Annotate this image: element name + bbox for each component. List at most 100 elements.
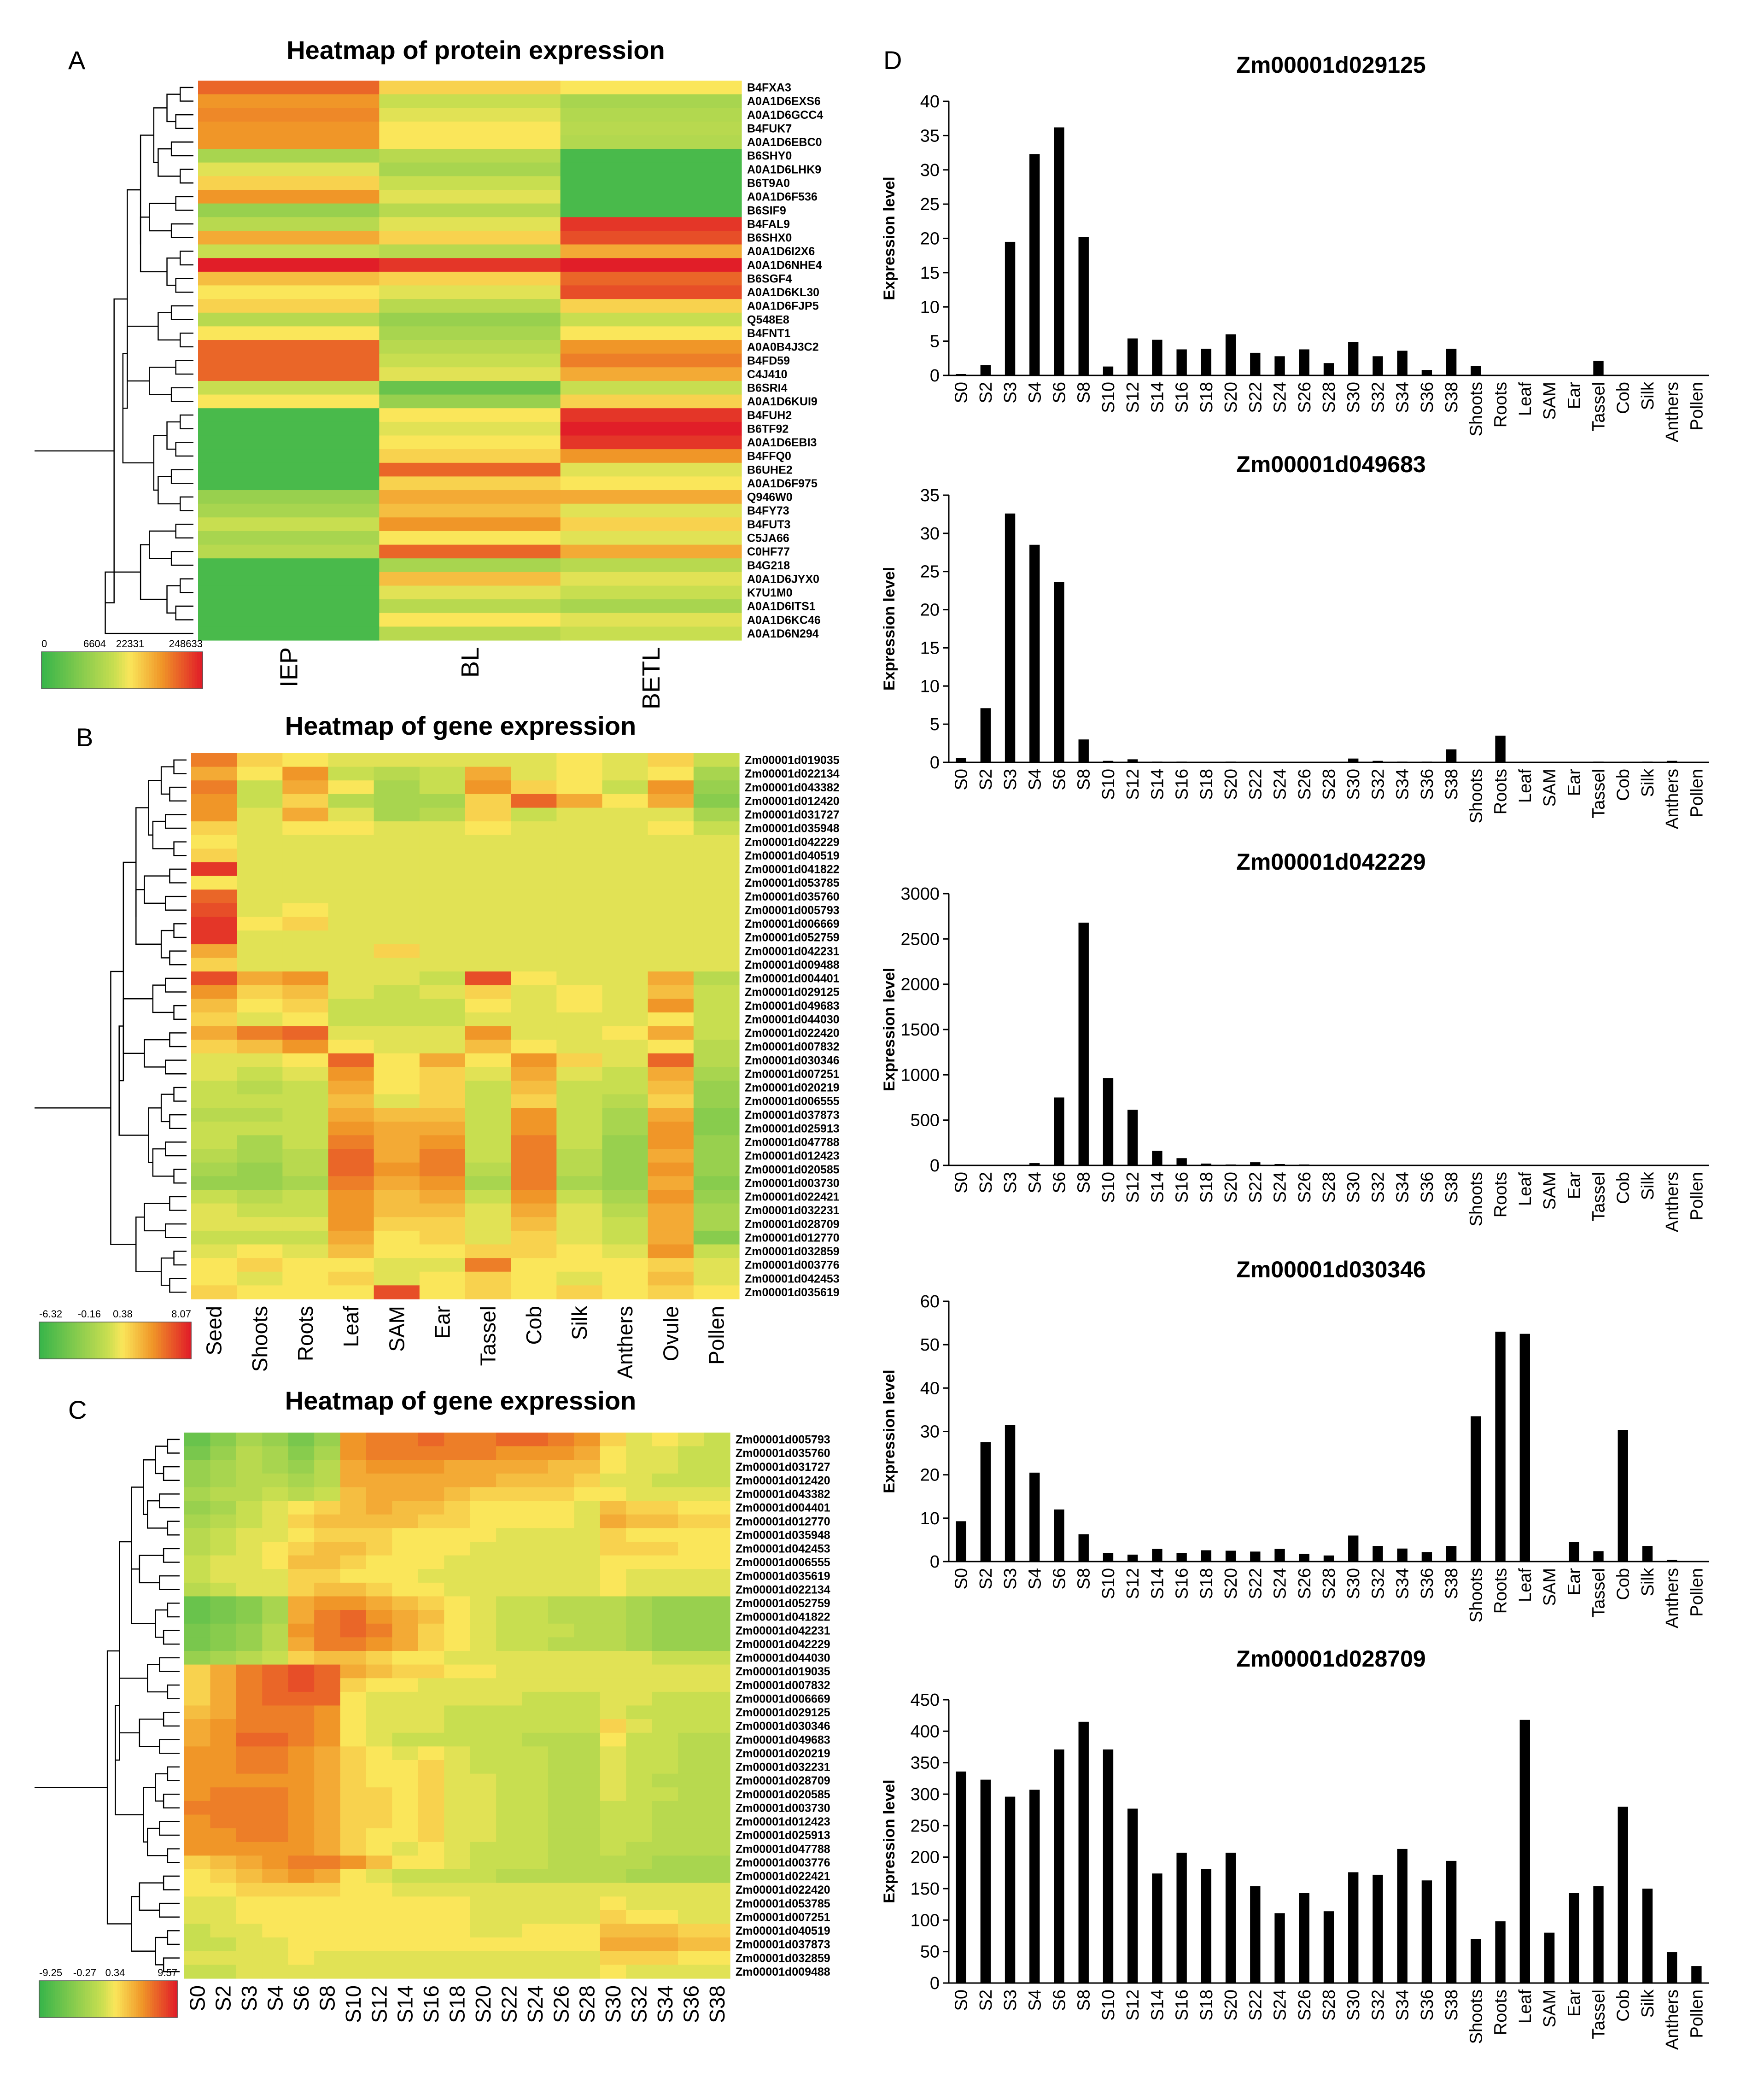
heatmap-cell: [574, 1896, 601, 1911]
heatmap-cell: [548, 1555, 575, 1569]
heatmap-cell: [340, 1582, 367, 1597]
dendrogram-branch: [152, 984, 174, 1013]
heatmap-cell: [648, 1067, 694, 1081]
heatmap-cell: [511, 821, 557, 836]
heatmap-cell: [288, 1924, 315, 1938]
heatmap-cell: [374, 1040, 420, 1054]
x-tick-label: S3: [1001, 382, 1020, 403]
heatmap-cell: [418, 1501, 444, 1515]
legend-gradient-segment: [111, 652, 115, 689]
dendrogram-branch: [115, 1541, 132, 1761]
dendrogram-branch: [166, 421, 181, 450]
heatmap-cell: [626, 1473, 653, 1488]
heatmap-cell: [328, 835, 374, 849]
heatmap-cell: [511, 958, 557, 972]
heatmap-cell: [600, 1623, 626, 1638]
heatmap-column-label: IEP: [275, 647, 303, 687]
heatmap-cell: [522, 1664, 549, 1679]
heatmap-cell: [392, 1746, 419, 1761]
heatmap-column-label: Roots: [293, 1306, 317, 1361]
heatmap-cell: [548, 1705, 575, 1720]
x-tick-label: S4: [1025, 382, 1045, 403]
x-tick-label: Shoots: [1466, 769, 1486, 823]
heatmap-cell: [465, 889, 511, 904]
heatmap-cell: [444, 1787, 471, 1802]
legend-gradient-segment: [112, 1322, 116, 1359]
heatmap-cell: [465, 930, 511, 945]
heatmap-cell: [602, 1053, 648, 1067]
heatmap-cell: [418, 1842, 444, 1856]
x-tick-label: S16: [1173, 1989, 1192, 2021]
heatmap-cell: [648, 985, 694, 999]
heatmap-cell: [693, 999, 740, 1013]
bar: [1005, 513, 1016, 762]
heatmap-cell: [237, 876, 283, 890]
heatmap-cell: [418, 1610, 444, 1624]
heatmap-cell: [511, 1053, 557, 1067]
panel-b-title: Heatmap of gene expression: [285, 711, 636, 740]
heatmap-row-label: A0A1D6JYX0: [747, 573, 819, 585]
heatmap-row-label: Zm00001d012423: [736, 1815, 830, 1828]
heatmap-cell: [418, 1787, 444, 1802]
heatmap-cell: [548, 1487, 575, 1501]
heatmap-cell: [626, 1610, 653, 1624]
heatmap-cell: [600, 1828, 626, 1843]
heatmap-cell: [191, 1067, 237, 1081]
heatmap-cell: [392, 1610, 419, 1624]
heatmap-cell: [210, 1460, 237, 1474]
x-tick-label: S36: [1418, 382, 1437, 413]
bar: [1054, 1749, 1064, 1983]
heatmap-cell: [652, 1869, 678, 1884]
bar-chart-ylabel: Expression level: [881, 1779, 898, 1903]
dendrogram-branch: [169, 1114, 187, 1129]
heatmap-cell: [237, 753, 283, 767]
legend-gradient-segment: [83, 1981, 86, 2018]
dendrogram-branch: [169, 1196, 187, 1211]
x-tick-label: Shoots: [1466, 1172, 1486, 1226]
heatmap-cell: [418, 1705, 444, 1720]
heatmap-cell: [314, 1501, 341, 1515]
bar: [1127, 759, 1138, 762]
heatmap-cell: [379, 94, 561, 108]
legend-gradient-segment: [106, 652, 109, 689]
legend-gradient-segment: [88, 1981, 90, 2018]
heatmap-cell: [602, 1258, 648, 1272]
dendrogram-branch: [158, 476, 181, 504]
x-tick-label: S20: [1221, 1989, 1241, 2021]
bar: [1225, 1164, 1236, 1165]
heatmap-cell: [374, 780, 420, 795]
heatmap-cell: [282, 1203, 329, 1217]
y-tick-label: 1500: [900, 1020, 940, 1040]
bar-chart-ylabel: Expression level: [881, 1369, 898, 1493]
heatmap-cell: [418, 1623, 444, 1638]
x-tick-label: SAM: [1540, 1172, 1560, 1210]
heatmap-cell: [288, 1842, 315, 1856]
legend-gradient-segment: [39, 1322, 42, 1359]
heatmap-cell: [418, 1487, 444, 1501]
heatmap-cell: [210, 1924, 237, 1938]
heatmap-cell: [556, 971, 603, 986]
heatmap-cell: [704, 1924, 730, 1938]
x-tick-label: S3: [1001, 1989, 1020, 2011]
heatmap-cell: [366, 1937, 393, 1952]
heatmap-cell: [600, 1896, 626, 1911]
heatmap-cell: [522, 1814, 549, 1829]
heatmap-cell: [262, 1651, 289, 1665]
heatmap-cell: [191, 1108, 237, 1122]
heatmap-cell: [470, 1528, 496, 1542]
x-tick-label: S0: [952, 1568, 971, 1589]
heatmap-cell: [574, 1473, 601, 1488]
heatmap-cell: [282, 1258, 329, 1272]
heatmap-cell: [418, 1814, 444, 1829]
heatmap-cell: [236, 1773, 263, 1788]
x-tick-label: S26: [1295, 1172, 1314, 1203]
heatmap-cell: [693, 1135, 740, 1149]
heatmap-cell: [548, 1760, 575, 1774]
heatmap-cell: [418, 1678, 444, 1692]
heatmap-cell: [419, 971, 466, 986]
heatmap-row-label: Zm00001d043382: [736, 1488, 830, 1501]
heatmap-cell: [470, 1460, 496, 1474]
heatmap-cell: [465, 1081, 511, 1095]
heatmap-cell: [693, 1217, 740, 1231]
heatmap-cell: [626, 1637, 653, 1651]
